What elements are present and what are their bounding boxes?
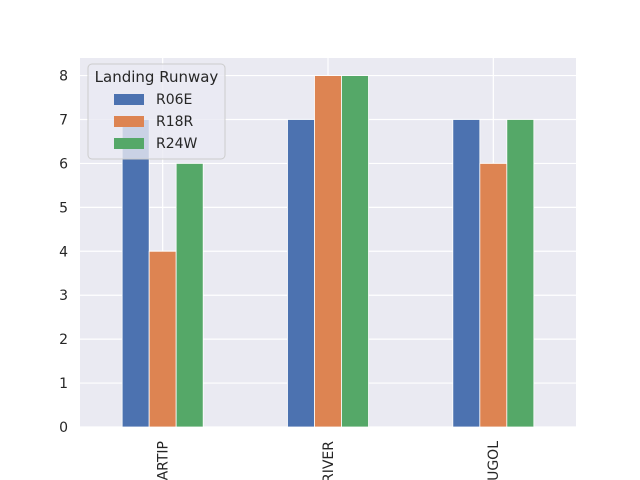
legend-swatch-r24w (114, 138, 144, 149)
legend: Landing Runway R06E R18R R24W (87, 63, 226, 160)
y-tick-label: 6 (59, 156, 68, 172)
y-tick-label: 5 (59, 200, 68, 216)
bar-r18r-ugol (479, 163, 508, 428)
legend-title: Landing Runway (95, 68, 219, 86)
y-tick-label: 4 (59, 244, 68, 260)
legend-label-r06e: R06E (156, 92, 192, 108)
bars (121, 75, 535, 428)
x-tick-label: ARTIP (156, 441, 172, 480)
bar-r06e-river (287, 119, 315, 428)
y-axis-ticks: 0 1 2 3 4 5 6 7 8 (59, 69, 68, 436)
bar-r18r-river (314, 75, 342, 428)
y-tick-label: 3 (59, 288, 68, 304)
legend-label-r24w: R24W (156, 136, 198, 152)
y-tick-label: 7 (59, 113, 68, 129)
y-tick-label: 8 (59, 69, 68, 85)
x-axis-ticks: ARTIP RIVER UGOL (156, 441, 503, 480)
legend-swatch-r06e (114, 94, 144, 105)
bar-r06e-artip (121, 119, 150, 428)
x-tick-label: RIVER (321, 441, 337, 480)
legend-swatch-r18r (114, 116, 144, 127)
bar-r24w-ugol (506, 119, 535, 428)
y-tick-label: 1 (59, 376, 68, 392)
y-tick-label: 2 (59, 332, 68, 348)
bar-r18r-artip (148, 250, 177, 428)
bar-r06e-ugol (452, 119, 481, 428)
y-tick-label: 0 (59, 420, 68, 436)
bar-r24w-artip (175, 163, 204, 428)
legend-label-r18r: R18R (156, 114, 194, 130)
legend-box (87, 63, 226, 160)
x-tick-label: UGOL (486, 441, 502, 480)
bar-r24w-river (341, 75, 369, 428)
